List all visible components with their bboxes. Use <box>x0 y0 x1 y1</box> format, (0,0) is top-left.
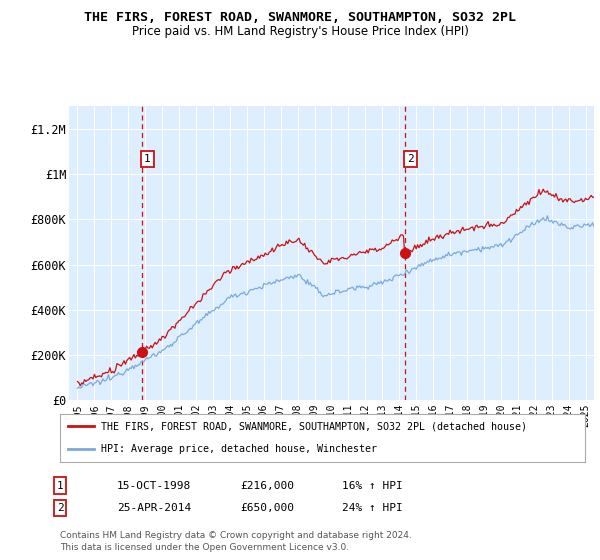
Text: 24% ↑ HPI: 24% ↑ HPI <box>342 503 403 513</box>
Text: 1: 1 <box>56 480 64 491</box>
Text: 15-OCT-1998: 15-OCT-1998 <box>117 480 191 491</box>
Text: 16% ↑ HPI: 16% ↑ HPI <box>342 480 403 491</box>
Text: HPI: Average price, detached house, Winchester: HPI: Average price, detached house, Winc… <box>101 444 377 454</box>
Text: Contains HM Land Registry data © Crown copyright and database right 2024.
This d: Contains HM Land Registry data © Crown c… <box>60 531 412 552</box>
Text: 1: 1 <box>144 155 151 164</box>
Text: 2: 2 <box>56 503 64 513</box>
Text: £216,000: £216,000 <box>240 480 294 491</box>
Text: THE FIRS, FOREST ROAD, SWANMORE, SOUTHAMPTON, SO32 2PL (detached house): THE FIRS, FOREST ROAD, SWANMORE, SOUTHAM… <box>101 421 527 431</box>
Text: 25-APR-2014: 25-APR-2014 <box>117 503 191 513</box>
Text: £650,000: £650,000 <box>240 503 294 513</box>
Text: 2: 2 <box>407 155 414 164</box>
Text: Price paid vs. HM Land Registry's House Price Index (HPI): Price paid vs. HM Land Registry's House … <box>131 25 469 38</box>
Text: THE FIRS, FOREST ROAD, SWANMORE, SOUTHAMPTON, SO32 2PL: THE FIRS, FOREST ROAD, SWANMORE, SOUTHAM… <box>84 11 516 24</box>
